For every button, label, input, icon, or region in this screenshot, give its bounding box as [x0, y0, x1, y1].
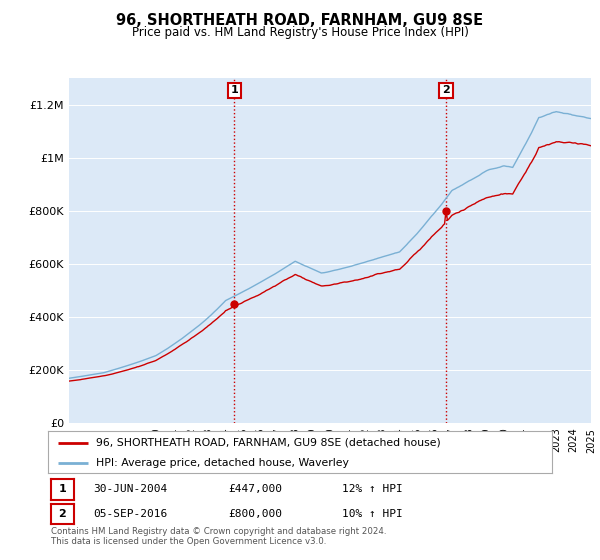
Text: 1: 1 [59, 484, 66, 494]
Text: 2: 2 [59, 509, 66, 519]
Text: 1: 1 [230, 85, 238, 95]
Text: £800,000: £800,000 [228, 509, 282, 519]
Text: HPI: Average price, detached house, Waverley: HPI: Average price, detached house, Wave… [96, 458, 349, 468]
Text: 12% ↑ HPI: 12% ↑ HPI [342, 484, 403, 494]
Text: 10% ↑ HPI: 10% ↑ HPI [342, 509, 403, 519]
Text: 96, SHORTHEATH ROAD, FARNHAM, GU9 8SE: 96, SHORTHEATH ROAD, FARNHAM, GU9 8SE [116, 13, 484, 28]
Text: 30-JUN-2004: 30-JUN-2004 [93, 484, 167, 494]
Text: £447,000: £447,000 [228, 484, 282, 494]
Text: 2: 2 [442, 85, 450, 95]
Text: 96, SHORTHEATH ROAD, FARNHAM, GU9 8SE (detached house): 96, SHORTHEATH ROAD, FARNHAM, GU9 8SE (d… [96, 437, 440, 447]
Text: Price paid vs. HM Land Registry's House Price Index (HPI): Price paid vs. HM Land Registry's House … [131, 26, 469, 39]
Text: 05-SEP-2016: 05-SEP-2016 [93, 509, 167, 519]
Text: Contains HM Land Registry data © Crown copyright and database right 2024.
This d: Contains HM Land Registry data © Crown c… [51, 527, 386, 546]
